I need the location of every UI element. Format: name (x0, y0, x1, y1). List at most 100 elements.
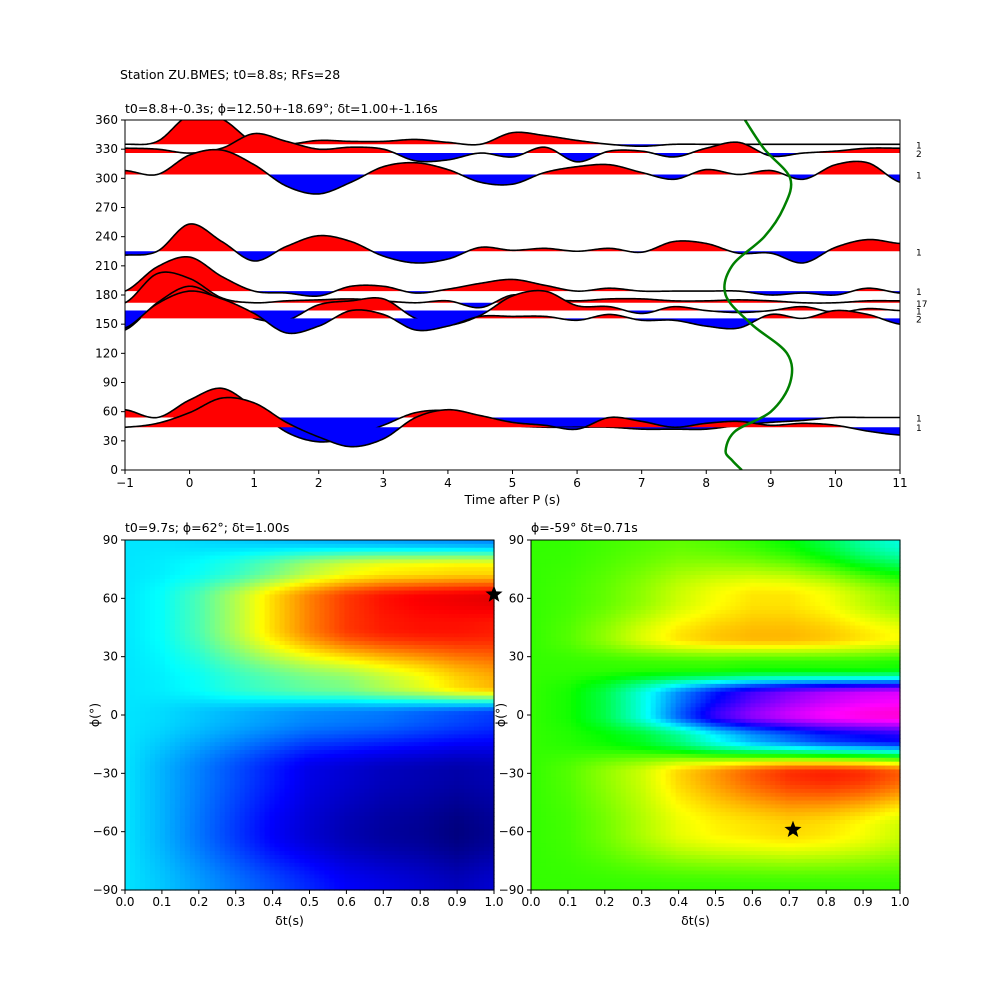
x-tick-label: 7 (638, 476, 646, 490)
y-tick-label: 0 (110, 463, 118, 477)
y-tick-label: −60 (499, 825, 524, 839)
trace-negative-fill (125, 318, 900, 334)
x-tick-label: 1.0 (890, 895, 909, 909)
x-tick-label: 3 (380, 476, 388, 490)
y-tick-label: 0 (110, 708, 118, 722)
x-tick-label: 0 (186, 476, 194, 490)
y-tick-label: 60 (103, 591, 118, 605)
y-tick-label: 300 (95, 171, 118, 185)
trace-count-label: 1 (916, 171, 922, 181)
x-tick-label: 0.8 (411, 895, 430, 909)
trace-line (125, 148, 900, 195)
x-tick-label: 0.0 (521, 895, 540, 909)
x-tick-label: 11 (892, 476, 907, 490)
x-tick-label: 10 (828, 476, 843, 490)
trace-positive-fill (125, 223, 900, 252)
green-curve (723, 120, 794, 470)
x-tick-label: 0.4 (263, 895, 282, 909)
y-tick-label: 180 (95, 288, 118, 302)
trace-line (125, 290, 900, 335)
best-fit-star-marker (485, 585, 503, 602)
x-tick-label: 2 (315, 476, 323, 490)
x-tick-label: 0.1 (152, 895, 171, 909)
trace-count-label: 2 (916, 315, 922, 325)
x-tick-label: 9 (767, 476, 775, 490)
trace-count-label: 1 (916, 141, 922, 151)
trace-count-label: 1 (916, 424, 922, 434)
x-tick-label: 4 (444, 476, 452, 490)
heatmap-right-xlabel: δt(s) (681, 913, 710, 928)
x-tick-label: 0.5 (706, 895, 725, 909)
heatmap-right-panel: ϕ=-59° δt=0.71s 0.0 0.1 0.2 0.3 0.4 0.5 0.6 0.7… (493, 520, 910, 928)
y-tick-label: −30 (93, 766, 118, 780)
x-tick-label: 8 (702, 476, 710, 490)
heatmap-cells (531, 540, 901, 891)
x-tick-label: 0.2 (189, 895, 208, 909)
y-tick-label: −60 (93, 825, 118, 839)
x-tick-label: 0.7 (374, 895, 393, 909)
x-tick-label: 0.9 (854, 895, 873, 909)
x-tick-label: 1 (250, 476, 258, 490)
y-tick-label: 30 (103, 650, 118, 664)
y-tick-label: 30 (103, 434, 118, 448)
heatmap-left-panel: t0=9.7s; ϕ=62°; δt=1.00s 0.0 0.1 0.2 0.3 0.4… (87, 520, 504, 928)
x-tick-label: 0.6 (337, 895, 356, 909)
x-tick-label: 0.8 (817, 895, 836, 909)
heatmap-left-xlabel: δt(s) (275, 913, 304, 928)
trace-count-label: 1 (916, 288, 922, 298)
heatmap-right-title: ϕ=-59° δt=0.71s (531, 520, 638, 535)
trace-negative-fill (125, 251, 900, 263)
trace-positive-fill (125, 133, 900, 154)
y-tick-label: 90 (103, 533, 118, 547)
x-tick-label: 0.4 (669, 895, 688, 909)
heatmap-left-ylabel: ϕ(°) (87, 703, 102, 727)
trace-panel-title: t0=8.8+-0.3s; ϕ=12.50+-18.69°; δt=1.00+-… (125, 101, 438, 116)
heatmap-left-title: t0=9.7s; ϕ=62°; δt=1.00s (125, 520, 289, 535)
x-tick-label: 6 (573, 476, 581, 490)
x-tick-label: 0.9 (448, 895, 467, 909)
x-tick-label: 1.0 (484, 895, 503, 909)
y-tick-label: 150 (95, 317, 118, 331)
y-tick-label: 360 (95, 113, 118, 127)
trace-line (125, 255, 900, 298)
heatmap-right-ylabel: ϕ(°) (493, 703, 508, 727)
y-tick-label: 90 (103, 376, 118, 390)
x-tick-label: 0.3 (632, 895, 651, 909)
y-tick-label: 60 (509, 591, 524, 605)
x-tick-label: 0.7 (780, 895, 799, 909)
y-tick-label: 240 (95, 230, 118, 244)
y-tick-label: −90 (93, 883, 118, 897)
trace-negative-fill (125, 291, 900, 297)
figure-suptitle: Station ZU.BMES; t0=8.8s; RFs=28 (120, 67, 340, 82)
y-tick-label: 30 (509, 650, 524, 664)
y-tick-label: 210 (95, 259, 118, 273)
trace-negative-fill (125, 427, 900, 447)
trace-positive-fill (125, 286, 900, 311)
y-tick-label: −30 (499, 766, 524, 780)
y-tick-label: 330 (95, 142, 118, 156)
heatmap-right-plot-area: 0.0 0.1 0.2 0.3 0.4 0.5 0.6 0.7 0.8 0.9 1.0 −90 −60 −… (499, 533, 910, 909)
trace-line (125, 396, 900, 448)
x-tick-label: 5 (509, 476, 517, 490)
x-tick-label: 0.6 (743, 895, 762, 909)
x-tick-label: 0.5 (300, 895, 319, 909)
trace-count-label: 17 (916, 300, 927, 310)
trace-count-label: 1 (916, 415, 922, 425)
trace-negative-fill (125, 174, 900, 194)
heatmap-cells (125, 540, 495, 891)
y-tick-label: −90 (499, 883, 524, 897)
y-tick-label: 120 (95, 346, 118, 360)
trace-panel-xlabel: Time after P (s) (464, 492, 561, 507)
best-fit-star-marker (784, 820, 802, 837)
x-tick-label: 0.2 (595, 895, 614, 909)
y-tick-label: 90 (509, 533, 524, 547)
trace-positive-fill (125, 120, 900, 145)
trace-count-label: 1 (916, 308, 922, 318)
x-tick-label: 0.0 (115, 895, 134, 909)
trace-panel: t0=8.8+-0.3s; ϕ=12.50+-18.69°; δt=1.00+-… (95, 101, 927, 507)
y-tick-label: 270 (95, 201, 118, 215)
x-tick-label: −1 (116, 476, 134, 490)
trace-positive-fill (125, 291, 900, 319)
